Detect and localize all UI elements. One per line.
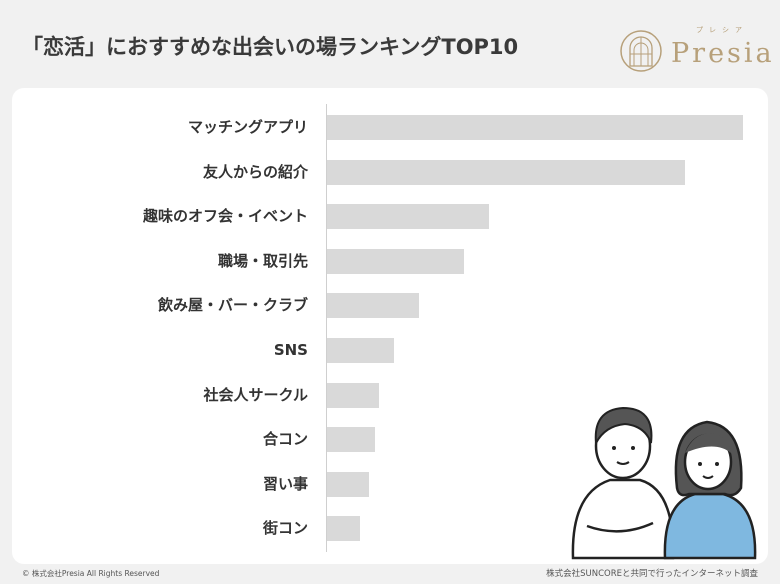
bar	[327, 516, 361, 542]
category-label: 友人からの紹介	[202, 162, 308, 181]
presia-logo: プレシア Presia	[618, 26, 773, 76]
bar	[327, 338, 394, 363]
logo-kana: プレシア	[696, 26, 748, 34]
category-label: 社会人サークル	[203, 385, 308, 404]
bar	[327, 427, 375, 453]
window-emblem-icon	[620, 30, 662, 72]
bar	[327, 248, 465, 274]
survey-source-text: 株式会社SUNCOREと共同で行ったインターネット調査	[546, 569, 758, 579]
bar	[327, 382, 379, 408]
category-label: 飲み屋・バー・クラブ	[157, 296, 308, 315]
category-label: SNS	[273, 341, 308, 359]
y-axis-line	[326, 104, 327, 552]
bar	[327, 471, 369, 497]
bar	[327, 204, 490, 230]
category-label: マッチングアプリ	[187, 118, 308, 136]
category-label: 習い事	[262, 474, 308, 493]
logo-wordmark: Presia	[671, 38, 775, 69]
category-label: 街コン	[262, 519, 308, 538]
page-title: 「恋活」におすすめな出会いの場ランキングTOP10	[22, 35, 519, 59]
category-label: 職場・取引先	[217, 251, 308, 270]
category-label: 趣味のオフ会・イベント	[142, 207, 308, 226]
category-label: 合コン	[262, 430, 308, 449]
couple-illustration	[565, 398, 765, 564]
bar	[327, 293, 419, 319]
bar	[327, 115, 743, 140]
bar	[327, 159, 685, 185]
copyright-text: © 株式会社Presia All Rights Reserved	[22, 569, 160, 578]
